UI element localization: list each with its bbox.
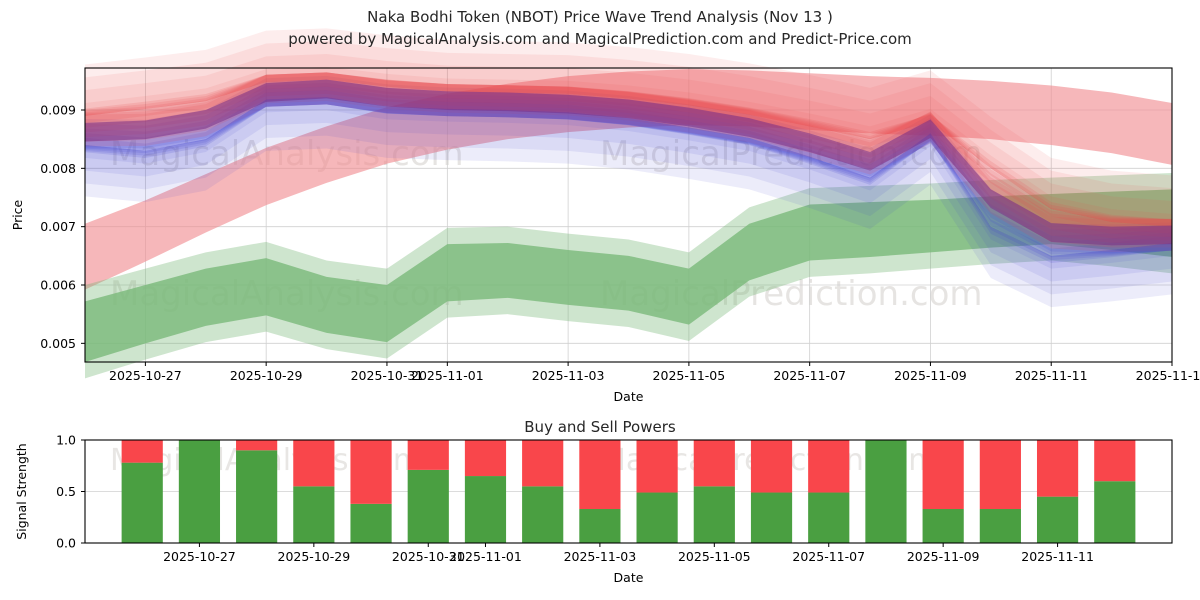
- x-tick-label: 2025-11-05: [678, 549, 751, 564]
- bars-x-axis-label: Date: [614, 570, 644, 585]
- wave-ribbon: [85, 89, 1172, 264]
- bar-sell-power: [522, 440, 564, 487]
- bar-buy-power: [236, 450, 278, 543]
- x-tick-label: 2025-11-05: [653, 368, 726, 383]
- bar-buy-power: [750, 492, 793, 543]
- bar-buy-power: [1036, 496, 1079, 543]
- wave-haze-lower: [85, 97, 1172, 269]
- wave-haze-upper: [85, 54, 1172, 227]
- wave-haze-lower: [85, 97, 1172, 295]
- bar-sell-power: [808, 440, 850, 493]
- wave-haze-lower: [85, 97, 1172, 308]
- bar-sell-power: [979, 440, 1021, 510]
- bar-buy-power: [293, 486, 335, 543]
- y-tick-label: 0.0: [56, 536, 76, 551]
- bar-buy-power: [808, 492, 850, 543]
- bar-buy-power: [579, 509, 621, 543]
- bar-buy-power: [636, 492, 678, 543]
- wave-y-axis-label: Price: [10, 199, 25, 230]
- y-tick-label: 0.009: [40, 103, 76, 118]
- title-line-1: Naka Bodhi Token (NBOT) Price Wave Trend…: [367, 8, 833, 26]
- bar-sell-power: [121, 440, 163, 463]
- bars-x-axis: 2025-10-27 2025-10-29 2025-10-312025-11-01…: [163, 543, 1094, 564]
- bar-sell-power: [922, 440, 964, 510]
- bars-y-axis: 0.0 0.5 1.0: [56, 433, 85, 551]
- bars-y-axis-label: Signal Strength: [14, 443, 29, 539]
- wave-x-axis: 2025-10-27 2025-10-29 2025-10-312025-11-01…: [109, 362, 1200, 383]
- bars-chart-title: Buy and Sell Powers: [524, 418, 676, 436]
- x-tick-label: 2025-10-27: [163, 549, 236, 564]
- x-tick-label: 2025-11-03: [532, 368, 605, 383]
- wave-haze-upper: [85, 66, 1172, 227]
- wave-ribbon: [85, 86, 1172, 261]
- y-tick-label: 0.006: [40, 278, 76, 293]
- buy-sell-powers-chart: MagicalAnalysis.comMagicalPrediction.com…: [14, 433, 1173, 585]
- bar-sell-power: [407, 440, 449, 470]
- title-line-2: powered by MagicalAnalysis.com and Magic…: [288, 30, 912, 48]
- x-tick-label: 2025-11-09: [894, 368, 967, 383]
- bar-buy-power: [979, 509, 1021, 543]
- x-tick-label: 2025-10-31: [351, 368, 424, 383]
- x-tick-label: 2025-11-11: [1015, 368, 1088, 383]
- wave-x-axis-label: Date: [614, 389, 644, 404]
- bar-buy-power: [178, 440, 221, 543]
- bar-sell-power: [1094, 440, 1136, 482]
- price-wave-chart: MagicalAnalysis.comMagicalPrediction.com…: [10, 28, 1200, 404]
- x-tick-label: 2025-10-29: [278, 549, 351, 564]
- wave-median-core: [85, 79, 1172, 246]
- bar-buy-power: [1094, 481, 1136, 543]
- bar-sell-power: [293, 440, 335, 487]
- x-tick-label: 2025-11-01: [411, 368, 484, 383]
- resistance-band: [85, 69, 1172, 290]
- bar-buy-power: [407, 469, 449, 543]
- x-tick-label: 2025-11-09: [907, 549, 980, 564]
- support-band: [85, 189, 1172, 362]
- bar-buy-power: [693, 486, 735, 543]
- bar-buy-power: [464, 476, 507, 543]
- bar-sell-power: [350, 440, 392, 504]
- wave-haze-lower: [85, 97, 1172, 282]
- bar-sell-power: [579, 440, 621, 510]
- bar-sell-power: [464, 440, 507, 477]
- x-tick-label: 2025-11-03: [564, 549, 637, 564]
- wave-bands: [85, 69, 1172, 379]
- bar-buy-power: [922, 509, 964, 543]
- bar-buy-power: [865, 440, 907, 543]
- wave-y-axis: 0.005 0.006 0.007 0.008 0.009: [40, 103, 85, 351]
- bar-sell-power: [236, 440, 278, 451]
- x-tick-label: 2025-11-11: [1021, 549, 1094, 564]
- x-tick-label: 2025-11-01: [449, 549, 522, 564]
- x-tick-label: 2025-10-27: [109, 368, 182, 383]
- bars-group: [121, 440, 1136, 543]
- y-tick-label: 0.005: [40, 336, 76, 351]
- x-tick-label: 2025-11-07: [773, 368, 846, 383]
- x-tick-label: 2025-11-13: [1136, 368, 1200, 383]
- wave-ribbons: [85, 28, 1172, 308]
- y-tick-label: 1.0: [56, 433, 76, 448]
- y-tick-label: 0.007: [40, 219, 76, 234]
- x-tick-label: 2025-11-07: [792, 549, 865, 564]
- wave-haze-upper: [85, 41, 1172, 227]
- wave-axis-frame: [84, 67, 1173, 363]
- page-title: Naka Bodhi Token (NBOT) Price Wave Trend…: [0, 6, 1200, 50]
- y-tick-label: 0.5: [56, 484, 76, 499]
- y-tick-label: 0.008: [40, 161, 76, 176]
- bar-buy-power: [350, 503, 392, 543]
- bar-buy-power: [121, 462, 163, 543]
- wave-haze-upper: [85, 28, 1172, 227]
- bar-sell-power: [693, 440, 735, 487]
- x-tick-label: 2025-10-31: [392, 549, 465, 564]
- x-tick-label: 2025-10-29: [230, 368, 303, 383]
- bar-sell-power: [750, 440, 793, 493]
- bar-sell-power: [636, 440, 678, 493]
- bar-sell-power: [1036, 440, 1079, 497]
- bar-buy-power: [522, 486, 564, 543]
